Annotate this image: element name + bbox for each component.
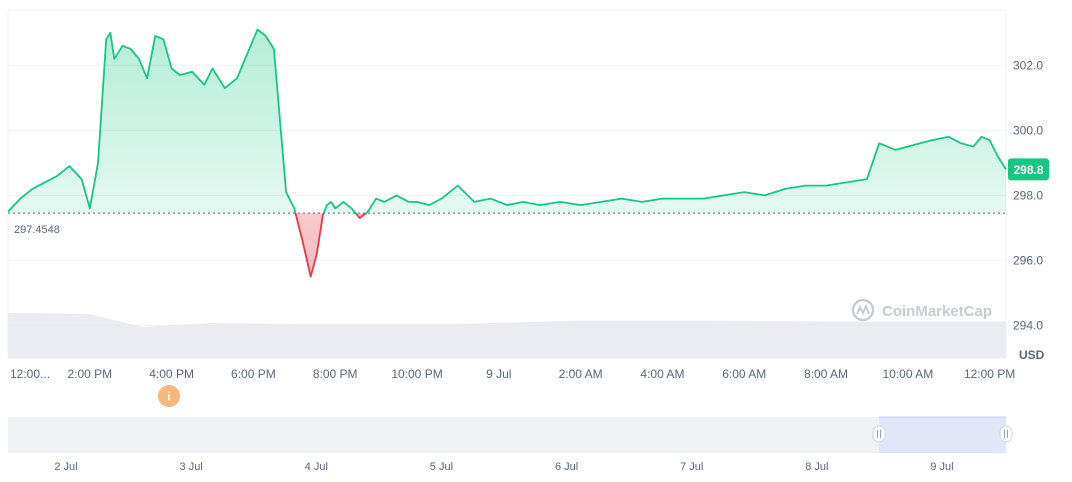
navigator-tick-label: 8 Jul: [805, 461, 828, 473]
current-price-badge-text: 298.8: [1013, 163, 1043, 177]
navigator-tick-label: 9 Jul: [930, 461, 953, 473]
navigator-right-handle[interactable]: [999, 425, 1013, 443]
volume-layer: [8, 313, 1006, 358]
x-tick-label: 8:00 PM: [313, 367, 358, 381]
x-tick-label: 12:00...: [10, 367, 50, 381]
area-layer: [8, 29, 1006, 277]
navigator-tick-label: 7 Jul: [680, 461, 703, 473]
info-icon: i: [167, 390, 170, 404]
navigator-tick-label: 2 Jul: [54, 461, 77, 473]
info-marker-circle[interactable]: [158, 385, 180, 407]
line-layer: [7, 28, 1007, 278]
volume-area: [8, 313, 1006, 358]
navigator-tick-label: 3 Jul: [180, 461, 203, 473]
price-area-up: [8, 29, 1006, 214]
y-tick-label: 300.0: [1013, 123, 1043, 137]
watermark-logo: CoinMarketCap: [851, 298, 992, 322]
x-tick-label: 2:00 AM: [559, 367, 603, 381]
navigator-tick-label: 6 Jul: [555, 461, 578, 473]
current-price-badge: 298.8: [1008, 158, 1049, 181]
navigator-tick-label: 4 Jul: [305, 461, 328, 473]
time-navigator[interactable]: 2 Jul 3 Jul 4 Jul 5 Jul 6 Jul 7 Jul 8 Jul 9 Jul: [8, 416, 1013, 473]
y-tick-label: 296.0: [1013, 253, 1043, 267]
navigator-selection[interactable]: [879, 417, 1006, 453]
y-axis: 302.0 300.0 298.0 296.0 294.0: [1013, 58, 1043, 332]
price-line-up: [7, 28, 1007, 214]
x-tick-label: 10:00 PM: [391, 367, 442, 381]
y-axis-unit-label: USD: [1019, 348, 1045, 362]
x-tick-label: 6:00 PM: [231, 367, 276, 381]
x-tick-label: 4:00 AM: [640, 367, 684, 381]
x-tick-label: 10:00 AM: [882, 367, 933, 381]
current-price-badge-bg: [1008, 158, 1049, 181]
x-tick-label: 9 Jul: [486, 367, 511, 381]
watermark-text: CoinMarketCap: [882, 303, 992, 320]
x-axis: 12:00... 2:00 PM 4:00 PM 6:00 PM 8:00 PM 10:0…: [10, 367, 1015, 381]
navigator-track[interactable]: [8, 417, 1006, 453]
navigator-left-handle[interactable]: [872, 425, 886, 443]
y-tick-label: 298.0: [1013, 188, 1043, 202]
y-tick-label: 294.0: [1013, 318, 1043, 332]
baseline-value-label: 297.4548: [14, 224, 60, 236]
x-tick-label: 6:00 AM: [722, 367, 766, 381]
x-tick-label: 8:00 AM: [804, 367, 848, 381]
navigator-tick-label: 5 Jul: [430, 461, 453, 473]
x-tick-label: 4:00 PM: [149, 367, 194, 381]
y-tick-label: 302.0: [1013, 58, 1043, 72]
navigator-date-ticks: 2 Jul 3 Jul 4 Jul 5 Jul 6 Jul 7 Jul 8 Jul 9 Jul: [54, 461, 953, 473]
info-marker[interactable]: i: [158, 385, 180, 407]
coinmarketcap-logo-icon: [851, 298, 875, 322]
x-tick-label: 12:00 PM: [964, 367, 1015, 381]
x-tick-label: 2:00 PM: [67, 367, 112, 381]
